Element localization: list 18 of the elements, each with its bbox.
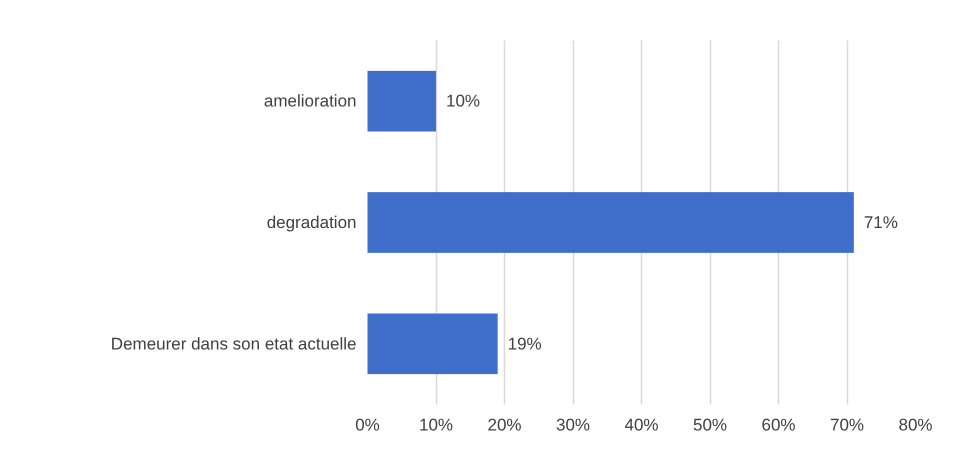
bar [368,192,854,253]
y-tick-label: degradation [266,213,357,232]
x-tick-label: 50% [692,416,728,434]
data-label: 71% [864,213,898,232]
x-tick-label: 60% [761,416,796,434]
x-tick-label: 10% [418,416,454,434]
x-tick-label: 70% [830,416,864,434]
data-label: 19% [508,334,542,354]
bar [368,70,436,132]
x-tick-label: 40% [624,416,659,434]
y-tick-label: Demeurer dans son etat actuelle [110,334,357,354]
x-tick-label: 0% [355,416,380,434]
data-label: 10% [446,92,480,111]
y-tick-label: amelioration [264,92,357,111]
x-tick-label: 80% [898,416,933,434]
x-tick-label: 30% [556,416,590,434]
bar [368,314,498,374]
x-tick-label: 20% [487,416,522,434]
